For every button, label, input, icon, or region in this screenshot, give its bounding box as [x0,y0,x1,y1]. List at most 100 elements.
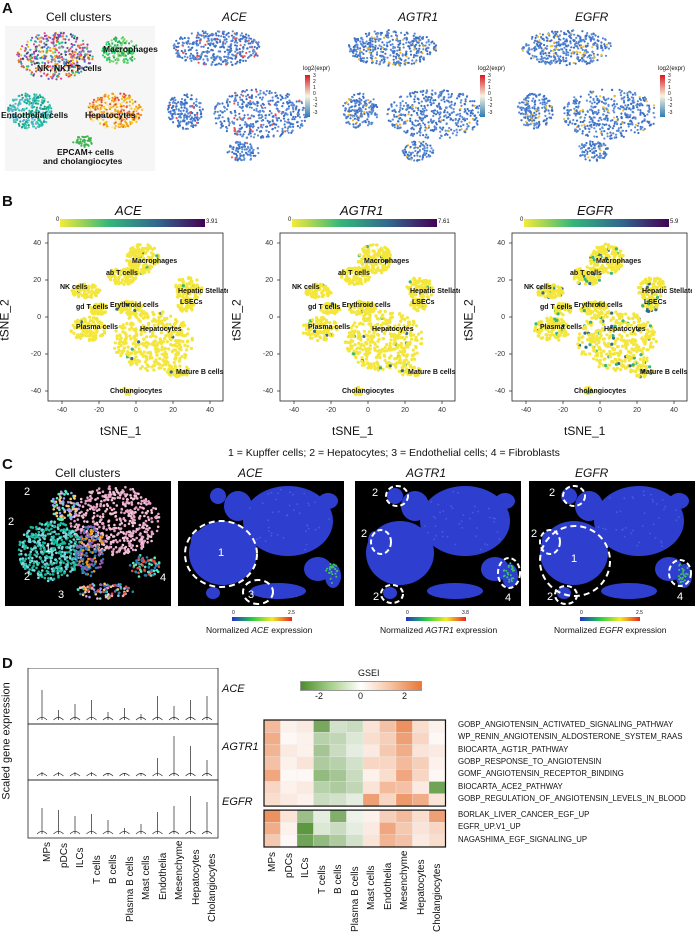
panel-a-title-ace: ACE [222,10,247,24]
heatmap-cell [413,835,430,847]
heatmap-cell [429,794,446,806]
heatmap-cell [297,810,314,822]
gsei-tick-zero: 0 [358,691,363,701]
heatmap-cell [281,782,298,794]
heatmap-cell [347,822,364,834]
heatmap-cell [380,794,397,806]
heatmap-cell [363,835,380,847]
heatmap-cell [281,757,298,769]
x-tick-label: 40 [206,407,214,414]
heatmap-cell [347,810,364,822]
heatmap-cell [396,822,413,834]
heatmap-cell [330,835,347,847]
heatmap-cell [330,769,347,781]
heatmap-cell [413,757,430,769]
heatmap-cell [330,720,347,732]
heatmap-cell [380,769,397,781]
cell-type-label: Hepatic Stellate Cells [410,288,460,295]
panel-a-egfr-plot [515,26,665,171]
cell-type-label: Macrophages [132,258,177,265]
heatmap-cell [380,782,397,794]
heatmap-cell [396,720,413,732]
panel-c-legend-egfr: 0 2.5 Normalized EGFR expression [580,612,690,642]
heatmap-cell [429,720,446,732]
pathway-label: BIOCARTA_AGT1R_PATHWAY [458,745,568,754]
violin-x-label: T cells [92,855,103,884]
heatmap-cell [330,732,347,744]
panel-a-title-clusters: Cell clusters [46,10,111,24]
heatmap-cell [297,757,314,769]
violin-x-label: Mesenchyme [174,841,185,900]
panel-a-ace-plot [165,26,315,171]
heatmap-cell [264,757,281,769]
cell-type-label: Hepatocytes [372,326,414,333]
heatmap-cell [396,835,413,847]
cell-type-label: Cholangiocytes [342,388,394,395]
y-tick-label: -20 [495,351,505,358]
x-tick-label: 20 [169,407,177,414]
heatmap-cell [380,810,397,822]
pathway-label: GOMF_ANGIOTENSIN_RECEPTOR_BINDING [458,769,624,778]
y-tick-label: -20 [263,351,273,358]
heatmap-cell [429,782,446,794]
cell-type-label: Plasma cells [308,324,350,331]
y-tick-label: -20 [31,351,41,358]
violin-x-label: pDCs [59,843,70,868]
cell-type-label: Macrophages [364,258,409,265]
panel-c-egfr-image: 2 2 1 4 2 [529,481,695,606]
heatmap-cell [264,810,281,822]
heatmap-x-label: Mesenchyme [399,851,410,910]
heatmap-cell [297,732,314,744]
violin-label-egfr: EGFR [222,796,253,808]
cluster-label-macrophages: Macrophages [103,44,158,54]
cluster-label-cholangiocytes: and cholangiocytes [43,156,122,166]
heatmap-cell [297,782,314,794]
violin-x-label: B cells [108,854,119,883]
heatmap-cell [264,745,281,757]
pathway-label: WP_RENIN_ANGIOTENSIN_ALDOSTERONE_SYSTEM_… [458,732,682,741]
y-tick-label: 20 [265,277,273,284]
y-tick-label: 40 [265,240,273,247]
gsei-tick-neg: -2 [315,691,323,701]
violin-row-frame [28,724,218,780]
heatmap-cell [281,769,298,781]
heatmap-cell [413,769,430,781]
heatmap-cell [380,835,397,847]
cell-type-label: Hepatic Stellate Cells [642,288,692,295]
panel-b-gene-title: AGTR1 [340,203,383,218]
y-tick-label: 40 [33,240,41,247]
heatmap-x-label: B cells [333,864,344,893]
heatmap-cell [363,782,380,794]
panel-a-agtr1-plot [340,26,490,171]
heatmap-cell [314,782,331,794]
heatmap-cell [264,835,281,847]
violin-row-frame [28,668,218,724]
cell-type-label: NK cells [60,284,88,291]
heatmap-cell [413,732,430,744]
panel-d-letter: D [2,655,13,672]
y-tick-label: 0 [269,314,273,321]
gsei-colorbar [300,681,422,691]
heatmap-cell [347,720,364,732]
cell-type-label: Erythroid cells [342,302,391,309]
heatmap-cell [264,720,281,732]
heatmap-cell [429,810,446,822]
heatmap-cell [347,782,364,794]
heatmap-x-label: ILCs [300,857,311,878]
heatmap-cell [330,745,347,757]
heatmap-x-label: Plasma B cells [350,866,361,932]
expression-points [517,29,656,161]
cell-type-label: Plasma cells [540,324,582,331]
heatmap-cell [314,732,331,744]
heatmap-cell [380,745,397,757]
expression-points [342,29,483,162]
heatmap-cell [413,782,430,794]
cell-type-label: Erythroid cells [110,302,159,309]
cell-type-label: ab T cells [570,270,602,277]
x-tick-label: 40 [670,407,678,414]
heatmap-cell [330,782,347,794]
